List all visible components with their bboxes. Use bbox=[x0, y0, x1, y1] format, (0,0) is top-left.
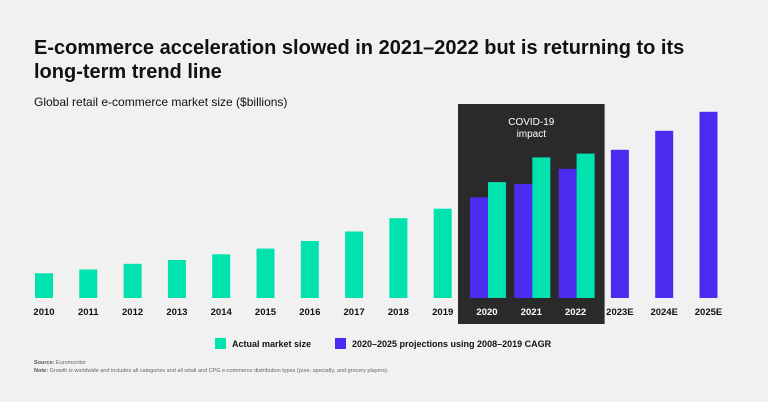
bar-actual-2017 bbox=[345, 231, 364, 298]
bar-actual-2012 bbox=[123, 263, 142, 298]
legend-item-actual: Actual market size bbox=[215, 338, 311, 349]
x-tick-label-2021: 2021 bbox=[521, 307, 543, 318]
bar-actual-2021 bbox=[532, 157, 551, 298]
legend-label-actual: Actual market size bbox=[232, 338, 312, 349]
legend: Actual market size 2020–2025 projections… bbox=[0, 338, 768, 354]
x-tick-label-2013: 2013 bbox=[166, 307, 187, 318]
x-tick-label-2024E: 2024E bbox=[650, 307, 677, 318]
chart-notes: Source: Euromonitor Note: Growth is worl… bbox=[34, 360, 389, 375]
covid-impact-label: COVID-19 bbox=[508, 117, 555, 128]
x-tick-label-2025E: 2025E bbox=[695, 307, 722, 318]
x-tick-label-2019: 2019 bbox=[432, 307, 453, 318]
legend-swatch-projection bbox=[335, 338, 346, 349]
x-tick-label-2020: 2020 bbox=[476, 307, 497, 318]
x-tick-label-2018: 2018 bbox=[388, 307, 409, 318]
bar-actual-2022 bbox=[576, 153, 595, 298]
x-tick-label-2014: 2014 bbox=[211, 307, 233, 318]
bar-actual-2018 bbox=[389, 218, 408, 298]
legend-label-projection: 2020–2025 projections using 2008–2019 CA… bbox=[352, 338, 552, 349]
chart-title: E-commerce acceleration slowed in 2021–2… bbox=[34, 37, 685, 83]
source-line: Source: Euromonitor bbox=[34, 360, 389, 368]
note-label: Note: bbox=[34, 367, 49, 374]
covid-impact-label-line2: impact bbox=[517, 129, 547, 140]
bar-projection-2024E bbox=[655, 130, 674, 298]
source-text: Euromonitor bbox=[56, 360, 86, 366]
x-tick-label-2017: 2017 bbox=[344, 307, 365, 318]
bar-actual-2015 bbox=[256, 248, 275, 298]
bar-projection-2021 bbox=[514, 184, 533, 298]
source-label: Source: bbox=[34, 360, 55, 366]
bar-actual-2019 bbox=[433, 208, 452, 298]
legend-swatch-actual bbox=[215, 338, 226, 349]
bar-actual-2013 bbox=[167, 260, 186, 298]
bar-projection-2025E bbox=[699, 111, 718, 298]
x-tick-label-2012: 2012 bbox=[122, 307, 143, 318]
note-line: Note: Growth is worldwide and includes a… bbox=[34, 368, 389, 376]
bar-projection-2022 bbox=[558, 168, 577, 298]
bar-actual-2016 bbox=[300, 241, 319, 298]
chart-subtitle: Global retail e-commerce market size ($b… bbox=[34, 95, 288, 109]
legend-item-projection: 2020–2025 projections using 2008–2019 CA… bbox=[335, 338, 551, 349]
bar-projection-2023E bbox=[610, 149, 629, 298]
x-tick-label-2016: 2016 bbox=[299, 307, 320, 318]
x-tick-label-2011: 2011 bbox=[78, 307, 99, 318]
x-tick-label-2023E: 2023E bbox=[606, 307, 633, 318]
x-tick-label-2022: 2022 bbox=[565, 307, 586, 318]
bar-actual-2010 bbox=[35, 273, 53, 298]
bar-actual-2014 bbox=[212, 254, 231, 298]
bar-chart: COVID-19 impact 2010 2011 2012 2013 2014 2015… bbox=[33, 104, 722, 324]
bar-actual-2020 bbox=[488, 182, 506, 298]
note-text: Growth is worldwide and includes all cat… bbox=[49, 367, 389, 374]
x-tick-label-2010: 2010 bbox=[33, 307, 54, 318]
bar-actual-2011 bbox=[79, 269, 98, 298]
bar-projection-2020 bbox=[470, 197, 488, 298]
x-tick-label-2015: 2015 bbox=[255, 307, 277, 318]
